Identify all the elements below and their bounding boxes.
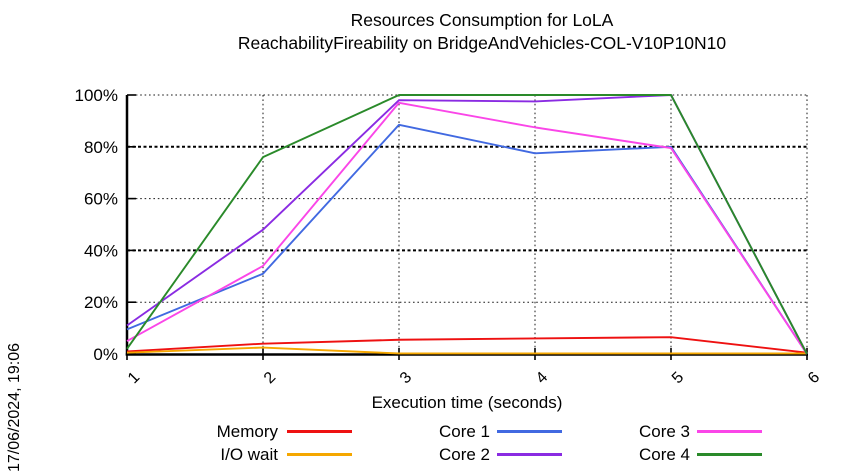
- ytick-label-80: 80%: [84, 138, 118, 157]
- legend-label-memory: Memory: [216, 422, 278, 441]
- series-line-memory: [126, 336, 808, 354]
- ytick-label-40: 40%: [84, 241, 118, 260]
- legend-label-core4: Core 4: [638, 445, 690, 464]
- legend-label-core1: Core 1: [438, 422, 490, 441]
- series-line-i-o-wait: [126, 346, 807, 355]
- xtick-label-2: 2: [261, 369, 279, 387]
- ytick-label-60: 60%: [84, 190, 118, 209]
- xtick-label-5: 5: [669, 369, 687, 387]
- xtick-label-4: 4: [533, 369, 551, 387]
- series-line-core-2: [126, 94, 808, 355]
- chart-subtitle: ReachabilityFireability on BridgeAndVehi…: [237, 33, 727, 53]
- legend-swatch-core4: [697, 453, 762, 456]
- legend-swatch-core2: [497, 453, 562, 456]
- ytick-label-20: 20%: [84, 293, 118, 312]
- series-line-core-4: [126, 94, 808, 355]
- legend-swatch-memory: [287, 430, 352, 433]
- ytick-label-100: 100%: [75, 86, 118, 105]
- x-axis-label: Execution time (seconds): [371, 393, 563, 412]
- chart-title: Resources Consumption for LoLA: [350, 10, 614, 30]
- ytick-label-0: 0%: [93, 345, 118, 364]
- legend-label-io-wait: I/O wait: [220, 445, 278, 464]
- legend-label-core2: Core 2: [438, 445, 490, 464]
- title-block: Resources Consumption for LoLA Reachabil…: [110, 9, 850, 55]
- legend-swatch-core1: [497, 430, 562, 433]
- xtick-label-1: 1: [125, 369, 143, 387]
- legend-swatch-core3: [697, 430, 762, 433]
- legend-label-core3: Core 3: [638, 422, 690, 441]
- legend-swatch-io-wait: [287, 453, 352, 456]
- series-line-core-3: [126, 101, 808, 355]
- xtick-label-3: 3: [397, 369, 415, 387]
- xtick-label-6: 6: [805, 369, 823, 387]
